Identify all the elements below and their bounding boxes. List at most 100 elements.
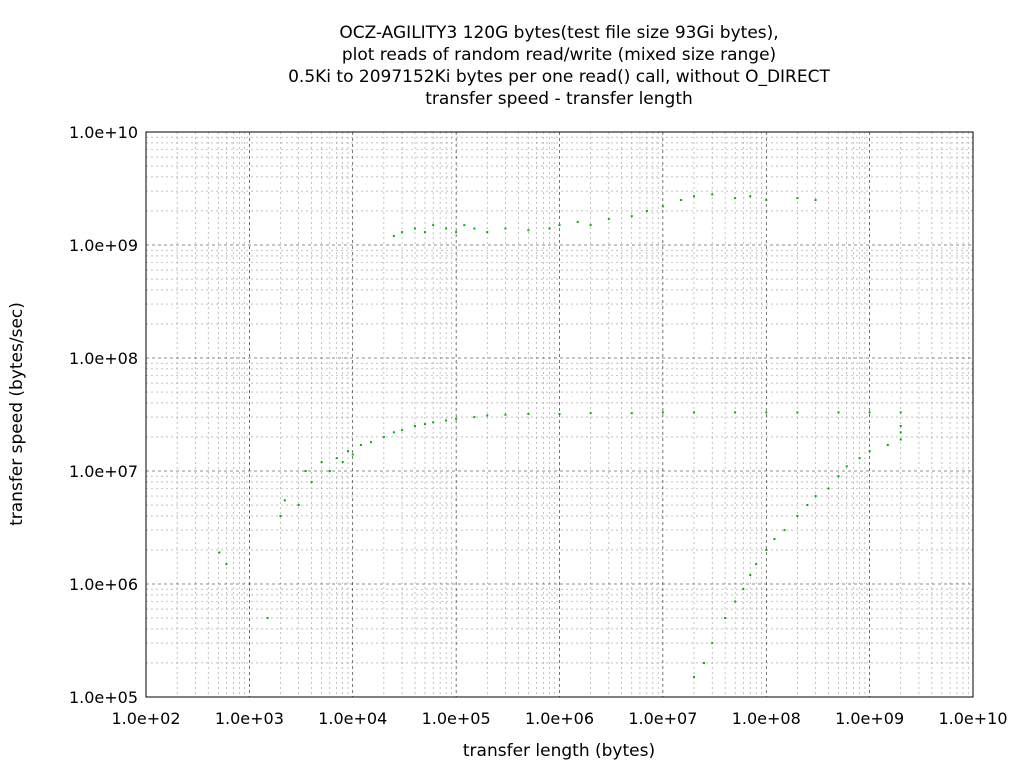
data-point — [218, 551, 221, 554]
data-point — [382, 435, 385, 438]
data-point — [711, 642, 714, 645]
data-point — [463, 224, 466, 227]
y-tick-label: 1.0e+09 — [69, 236, 138, 255]
data-point — [796, 514, 799, 517]
x-tick-label: 1.0e+03 — [215, 709, 284, 728]
y-tick-label: 1.0e+07 — [69, 462, 138, 481]
x-tick-label: 1.0e+05 — [422, 709, 491, 728]
data-point — [680, 199, 683, 202]
data-point — [504, 413, 507, 416]
data-point — [279, 514, 282, 517]
data-point — [765, 199, 768, 202]
data-point — [796, 197, 799, 200]
data-point — [899, 431, 902, 434]
data-point — [703, 661, 706, 664]
data-point — [899, 411, 902, 414]
data-point — [827, 487, 830, 490]
data-point — [297, 504, 300, 507]
data-point — [755, 563, 758, 566]
title-line-2: plot reads of random read/write (mixed s… — [342, 45, 776, 65]
data-point — [607, 217, 610, 220]
data-point — [868, 411, 871, 414]
data-point — [711, 193, 714, 196]
data-point — [351, 453, 354, 456]
y-axis-label: transfer speed (bytes/sec) — [7, 302, 27, 526]
y-axis-ticks: 1.0e+05 1.0e+06 1.0e+07 1.0e+08 1.0e+09 1.0e+… — [69, 123, 138, 707]
data-point — [424, 231, 427, 234]
data-point — [473, 416, 476, 419]
data-point — [455, 417, 458, 420]
data-point — [401, 429, 404, 432]
y-tick-label: 1.0e+06 — [69, 575, 138, 594]
data-point — [320, 461, 323, 464]
x-tick-label: 1.0e+10 — [938, 709, 1007, 728]
data-points — [218, 193, 902, 679]
data-point — [645, 209, 648, 212]
data-point — [806, 504, 809, 507]
data-point — [692, 676, 695, 679]
data-point — [527, 229, 530, 232]
x-tick-label: 1.0e+02 — [111, 709, 180, 728]
data-point — [661, 205, 664, 208]
data-point — [527, 412, 530, 415]
data-point — [814, 199, 817, 202]
data-point — [576, 220, 579, 223]
data-point — [486, 231, 489, 234]
data-point — [589, 224, 592, 227]
plot-area-border — [145, 131, 974, 698]
data-point — [734, 411, 737, 414]
data-point — [445, 419, 448, 422]
data-point — [225, 563, 228, 566]
grid-lines — [145, 131, 974, 698]
data-point — [392, 431, 395, 434]
data-point — [899, 425, 902, 428]
x-tick-label: 1.0e+09 — [835, 709, 904, 728]
y-tick-label: 1.0e+08 — [69, 349, 138, 368]
data-point — [773, 538, 776, 541]
data-point — [886, 443, 889, 446]
data-point — [899, 438, 902, 441]
data-point — [589, 412, 592, 415]
data-point — [630, 412, 633, 415]
data-point — [310, 480, 313, 483]
data-point — [413, 227, 416, 230]
x-tick-label: 1.0e+07 — [628, 709, 697, 728]
data-point — [734, 197, 737, 200]
data-point — [347, 450, 350, 453]
data-point — [796, 411, 799, 414]
title-line-3: 0.5Ki to 2097152Ki bytes per one read() … — [288, 67, 830, 87]
data-point — [432, 224, 435, 227]
data-point — [558, 224, 561, 227]
data-point — [765, 548, 768, 551]
data-point — [266, 617, 269, 620]
data-point — [455, 231, 458, 234]
data-point — [341, 461, 344, 464]
data-point — [328, 470, 331, 472]
y-tick-label: 1.0e+05 — [69, 688, 138, 707]
data-point — [692, 195, 695, 198]
data-point — [392, 235, 395, 238]
data-point — [486, 414, 489, 417]
data-point — [283, 499, 286, 502]
data-point — [765, 411, 768, 414]
x-tick-label: 1.0e+06 — [525, 709, 594, 728]
data-point — [369, 441, 372, 444]
data-point — [734, 600, 737, 603]
data-point — [504, 227, 507, 230]
x-axis-ticks: 1.0e+02 1.0e+03 1.0e+04 1.0e+05 1.0e+06 1.0e+… — [111, 709, 1007, 728]
title-line-4: transfer speed - transfer length — [425, 89, 693, 109]
data-point — [558, 412, 561, 415]
x-tick-label: 1.0e+08 — [732, 709, 801, 728]
data-point — [335, 457, 338, 460]
data-point — [858, 457, 861, 460]
data-point — [692, 411, 695, 414]
data-point — [401, 231, 404, 234]
data-point — [413, 425, 416, 428]
data-point — [749, 574, 752, 577]
data-point — [837, 411, 840, 414]
data-point — [749, 195, 752, 198]
data-point — [845, 465, 848, 468]
chart-title: OCZ-AGILITY3 120G bytes(test file size 9… — [288, 23, 830, 109]
title-line-1: OCZ-AGILITY3 120G bytes(test file size 9… — [339, 23, 778, 43]
